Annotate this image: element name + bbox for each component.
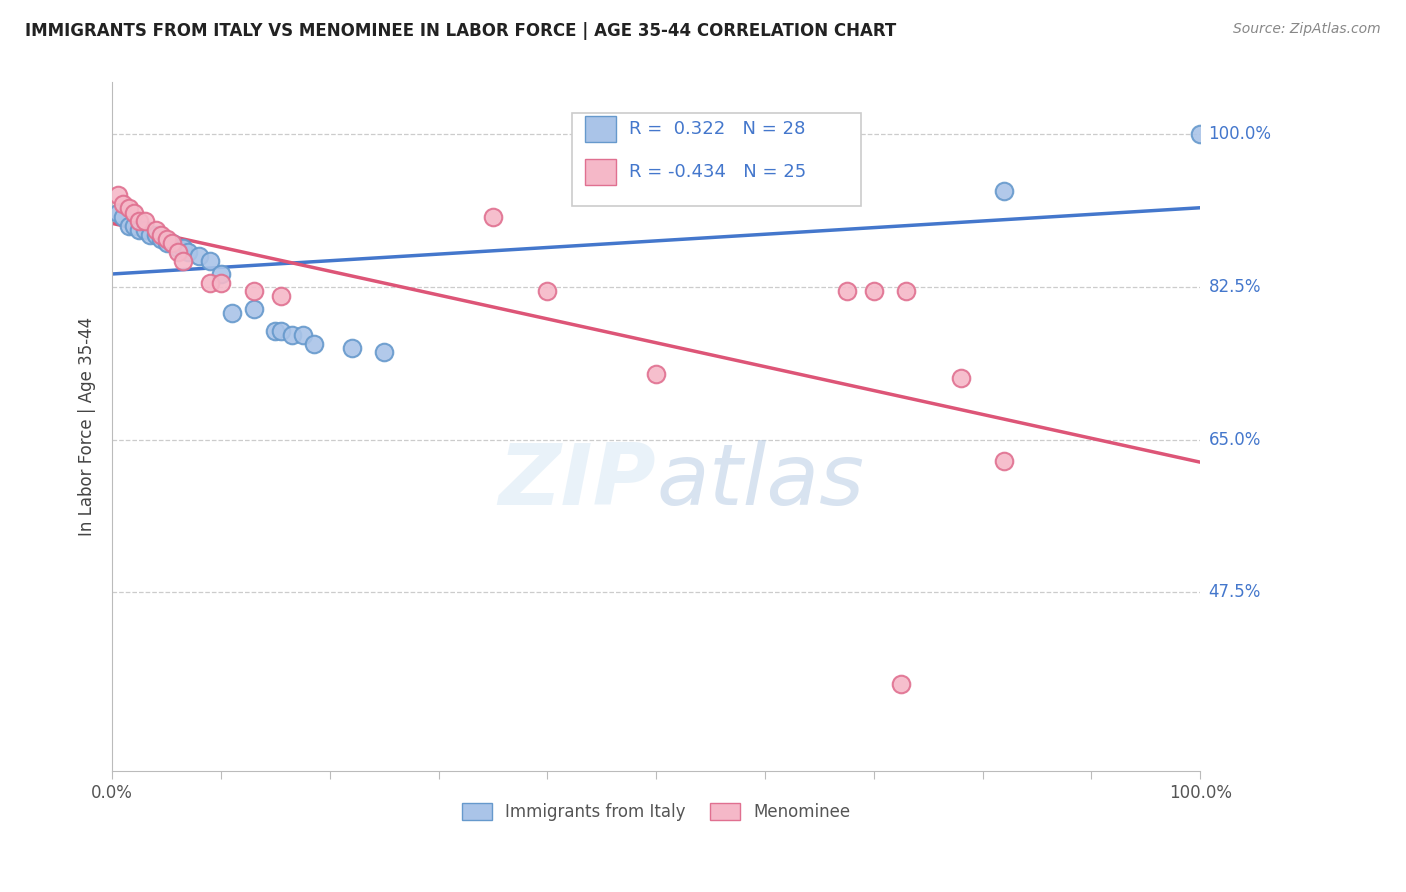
Text: atlas: atlas bbox=[657, 440, 865, 523]
Point bbox=[145, 227, 167, 242]
Point bbox=[122, 219, 145, 233]
Text: IMMIGRANTS FROM ITALY VS MENOMINEE IN LABOR FORCE | AGE 35-44 CORRELATION CHART: IMMIGRANTS FROM ITALY VS MENOMINEE IN LA… bbox=[25, 22, 897, 40]
Point bbox=[209, 276, 232, 290]
Point bbox=[536, 285, 558, 299]
Point bbox=[188, 249, 211, 263]
Text: R = -0.434   N = 25: R = -0.434 N = 25 bbox=[628, 163, 806, 181]
Text: Source: ZipAtlas.com: Source: ZipAtlas.com bbox=[1233, 22, 1381, 37]
Point bbox=[645, 367, 668, 381]
Point bbox=[172, 253, 194, 268]
FancyBboxPatch shape bbox=[585, 159, 616, 186]
Point bbox=[160, 236, 183, 251]
Point bbox=[302, 336, 325, 351]
Point bbox=[890, 677, 912, 691]
Point bbox=[166, 241, 188, 255]
Text: ZIP: ZIP bbox=[499, 440, 657, 523]
Point bbox=[128, 214, 150, 228]
Point bbox=[993, 454, 1015, 468]
Point bbox=[949, 371, 972, 385]
Point bbox=[107, 188, 129, 202]
Point bbox=[134, 214, 156, 228]
Point bbox=[107, 206, 129, 220]
Point bbox=[198, 276, 221, 290]
Point bbox=[242, 301, 264, 316]
Point bbox=[166, 245, 188, 260]
Point bbox=[150, 227, 173, 242]
Point bbox=[835, 285, 858, 299]
Point bbox=[160, 236, 183, 251]
Legend: Immigrants from Italy, Menominee: Immigrants from Italy, Menominee bbox=[456, 797, 858, 828]
Point bbox=[270, 288, 292, 302]
Point bbox=[145, 223, 167, 237]
Point bbox=[270, 324, 292, 338]
Point bbox=[177, 245, 200, 260]
Point bbox=[1189, 127, 1212, 141]
Point bbox=[242, 285, 264, 299]
Text: 100.0%: 100.0% bbox=[1209, 125, 1271, 144]
FancyBboxPatch shape bbox=[585, 116, 616, 142]
Point bbox=[117, 202, 139, 216]
Point bbox=[156, 236, 179, 251]
Point bbox=[209, 267, 232, 281]
Point bbox=[128, 223, 150, 237]
Point bbox=[373, 345, 395, 359]
Point bbox=[139, 227, 162, 242]
Point bbox=[291, 327, 314, 342]
Point bbox=[172, 241, 194, 255]
Text: 82.5%: 82.5% bbox=[1209, 278, 1261, 296]
Point bbox=[156, 232, 179, 246]
FancyBboxPatch shape bbox=[572, 113, 860, 206]
Point bbox=[112, 197, 135, 211]
Point bbox=[221, 306, 243, 320]
Text: 47.5%: 47.5% bbox=[1209, 583, 1261, 601]
Point bbox=[993, 184, 1015, 198]
Point bbox=[896, 285, 918, 299]
Point bbox=[112, 210, 135, 224]
Text: R =  0.322   N = 28: R = 0.322 N = 28 bbox=[628, 120, 806, 137]
Text: 65.0%: 65.0% bbox=[1209, 431, 1261, 449]
Point bbox=[198, 253, 221, 268]
Point bbox=[862, 285, 884, 299]
Point bbox=[264, 324, 287, 338]
Point bbox=[150, 232, 173, 246]
Point bbox=[340, 341, 363, 355]
Point bbox=[134, 223, 156, 237]
Y-axis label: In Labor Force | Age 35-44: In Labor Force | Age 35-44 bbox=[79, 317, 96, 536]
Point bbox=[281, 327, 304, 342]
Point bbox=[482, 210, 505, 224]
Point bbox=[122, 206, 145, 220]
Point bbox=[117, 219, 139, 233]
